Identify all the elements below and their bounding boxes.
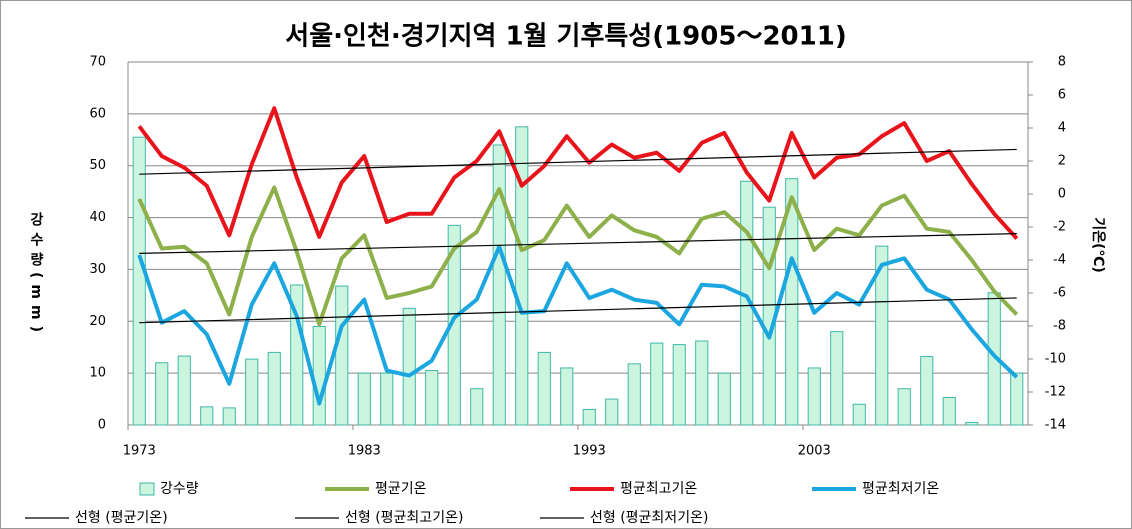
bar xyxy=(852,403,866,426)
bar xyxy=(515,126,529,426)
legend-label: 강수량 xyxy=(160,481,199,497)
legend-label: 평균최고기온 xyxy=(620,481,697,497)
chart-title: 서울·인천·경기지역 1월 기후특성(1905～2011) xyxy=(285,22,846,52)
bar xyxy=(335,285,349,426)
y2-tick-label: -2 xyxy=(1053,220,1066,235)
bar xyxy=(627,363,641,426)
bar xyxy=(245,358,259,426)
y-tick-label: 0 xyxy=(98,418,106,433)
x-tick-label: 1993 xyxy=(573,444,606,459)
y-axis-label: 강수량(mm) xyxy=(28,211,44,338)
bar xyxy=(605,398,619,426)
y2-tick-label: -10 xyxy=(1045,352,1066,367)
bar xyxy=(402,307,416,426)
y2-tick-label: 0 xyxy=(1058,187,1066,202)
bar xyxy=(380,372,394,426)
legend-label: 선형 (평균최저기온) xyxy=(590,510,708,526)
x-tick-label: 1983 xyxy=(348,444,381,459)
legend-swatch xyxy=(139,482,155,496)
bar xyxy=(875,245,889,426)
bar xyxy=(897,388,911,426)
trend-line xyxy=(139,233,1017,254)
bar xyxy=(650,342,664,426)
y-tick-label: 70 xyxy=(89,55,106,70)
y2-axis-label: 기온(℃) xyxy=(1090,217,1106,273)
y2-tick-label: -14 xyxy=(1045,418,1066,433)
bar xyxy=(807,367,821,426)
y-tick-label: 30 xyxy=(89,262,106,277)
bar xyxy=(830,331,844,426)
bar xyxy=(582,408,596,426)
trend-line xyxy=(139,148,1017,175)
y2-tick-label: 2 xyxy=(1058,154,1066,169)
y2-tick-label: -8 xyxy=(1053,319,1066,334)
bar xyxy=(312,325,326,426)
bar xyxy=(560,367,574,426)
bar xyxy=(785,178,799,426)
y2-tick-label: 8 xyxy=(1058,55,1066,70)
legend-label: 평균최저기온 xyxy=(862,481,939,497)
legend-label: 선형 (평균최고기온) xyxy=(345,510,463,526)
y2-tick-label: -4 xyxy=(1053,253,1066,268)
x-tick-label: 1973 xyxy=(123,444,156,459)
bar xyxy=(222,407,236,426)
bar xyxy=(470,388,484,426)
line xyxy=(137,106,1019,240)
bar xyxy=(492,144,506,426)
line xyxy=(137,244,1019,406)
y-tick-label: 60 xyxy=(89,106,106,121)
y-tick-label: 20 xyxy=(89,314,106,329)
bar xyxy=(1010,372,1024,426)
bar xyxy=(177,355,191,426)
trend-line xyxy=(139,297,1017,324)
y2-tick-label: 6 xyxy=(1058,88,1066,103)
bar xyxy=(942,397,956,426)
bar xyxy=(672,344,686,426)
bar xyxy=(695,340,709,426)
bar xyxy=(155,362,169,426)
line xyxy=(137,185,1019,327)
y2-tick-label: 4 xyxy=(1058,121,1066,136)
bar xyxy=(357,372,371,426)
y-tick-label: 10 xyxy=(89,366,106,381)
bar xyxy=(200,406,214,426)
bar xyxy=(717,372,731,426)
bar xyxy=(425,370,439,426)
bar xyxy=(920,356,934,426)
y-tick-label: 50 xyxy=(89,158,106,173)
bar xyxy=(132,136,146,426)
y2-tick-label: -6 xyxy=(1053,286,1066,301)
legend-label: 선형 (평균기온) xyxy=(75,510,168,526)
bar xyxy=(965,421,979,426)
bar xyxy=(740,180,754,426)
bar xyxy=(267,351,281,426)
legend-label: 평균기온 xyxy=(375,481,427,497)
bar xyxy=(537,351,551,426)
y-tick-label: 40 xyxy=(89,210,106,225)
x-tick-label: 2003 xyxy=(798,444,831,459)
y2-tick-label: -12 xyxy=(1045,385,1066,400)
